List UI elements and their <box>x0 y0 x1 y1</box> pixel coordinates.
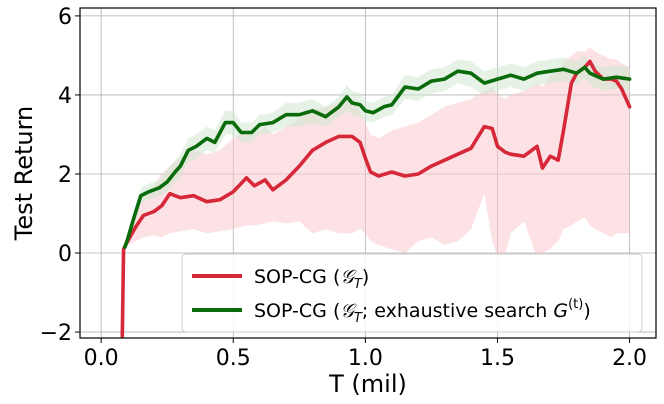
x-tick-label: 0.0 <box>84 346 119 371</box>
y-tick-label: 6 <box>58 5 72 30</box>
x-axis-ticks: 0.0 0.5 1.0 1.5 2.0 <box>84 338 647 371</box>
confidence-bands <box>122 47 630 336</box>
x-axis-label: T (mil) <box>328 370 407 398</box>
y-tick-label: 0 <box>58 242 72 267</box>
y-axis-label: Test Return <box>10 106 38 242</box>
y-tick-label: 2 <box>58 163 72 188</box>
line-series-0 <box>120 59 632 338</box>
legend-box <box>181 253 643 333</box>
band-series-0 <box>122 47 630 336</box>
legend: SOP-CG (𝒢T) SOP-CG (𝒢T; exhaustive searc… <box>181 253 643 333</box>
line-series-1 <box>123 65 632 249</box>
legend-label-sop-cg-exhaustive: SOP-CG (𝒢T; exhaustive search G(t)) <box>254 297 591 326</box>
x-tick-label: 1.5 <box>480 346 515 371</box>
x-tick-label: 0.5 <box>216 346 251 371</box>
y-tick-label: 4 <box>58 84 72 109</box>
y-tick-label: −2 <box>40 321 72 346</box>
legend-label-sop-cg: SOP-CG (𝒢T) <box>254 266 369 292</box>
y-axis-ticks: −2 0 2 4 6 <box>40 5 80 346</box>
series-lines <box>120 59 632 338</box>
plot-frame <box>79 7 657 339</box>
x-tick-label: 2.0 <box>612 346 647 371</box>
x-tick-label: 1.0 <box>348 346 383 371</box>
band-series-1 <box>124 55 630 250</box>
